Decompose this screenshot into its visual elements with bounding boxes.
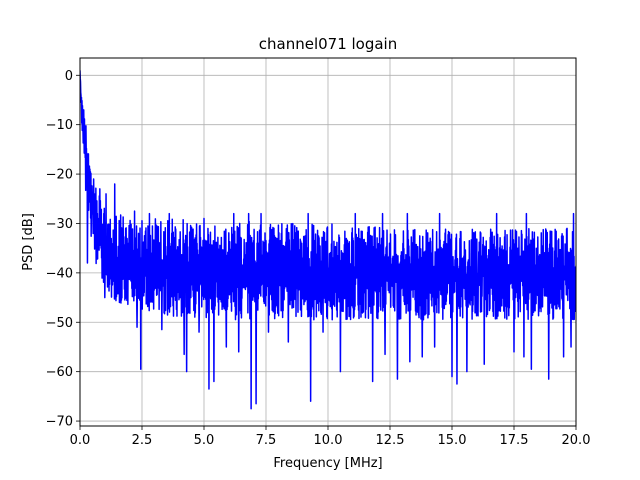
chart-title: channel071 logain bbox=[259, 35, 398, 53]
y-tick-label: −70 bbox=[46, 415, 73, 430]
y-axis-label: PSD [dB] bbox=[21, 213, 36, 271]
y-tick-label: −20 bbox=[46, 168, 73, 183]
x-tick-label: 0.0 bbox=[70, 433, 91, 448]
psd-series-line bbox=[80, 70, 576, 410]
y-tick-label: −50 bbox=[46, 316, 73, 331]
y-tick-label: −10 bbox=[46, 118, 73, 133]
y-tick-label: −30 bbox=[46, 217, 73, 232]
y-axis-ticks: 0 −10 −20 −30 −40 −50 −60 −70 bbox=[46, 69, 80, 430]
x-tick-label: 5.0 bbox=[194, 433, 215, 448]
x-tick-label: 7.5 bbox=[256, 433, 277, 448]
x-axis-label: Frequency [MHz] bbox=[273, 456, 382, 471]
plot-area bbox=[80, 70, 576, 410]
y-tick-label: −60 bbox=[46, 365, 73, 380]
x-tick-label: 20.0 bbox=[562, 433, 591, 448]
x-tick-label: 12.5 bbox=[376, 433, 405, 448]
x-tick-label: 17.5 bbox=[500, 433, 529, 448]
x-tick-label: 15.0 bbox=[438, 433, 467, 448]
x-axis-ticks: 0.0 2.5 5.0 7.5 10.0 12.5 15.0 17.5 20.0 bbox=[70, 426, 591, 448]
y-tick-label: 0 bbox=[65, 69, 73, 84]
y-tick-label: −40 bbox=[46, 266, 73, 281]
x-tick-label: 2.5 bbox=[132, 433, 153, 448]
x-tick-label: 10.0 bbox=[314, 433, 343, 448]
